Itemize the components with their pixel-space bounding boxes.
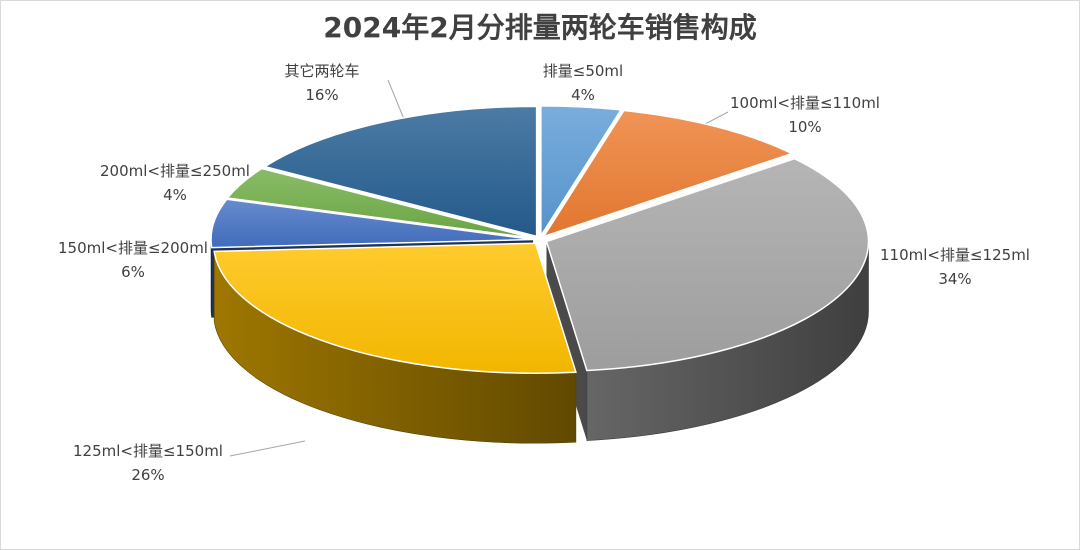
pie-tops <box>210 105 870 374</box>
slice-label-7: 其它两轮车 <box>284 62 359 80</box>
slice-percent-7: 16% <box>305 86 338 104</box>
slice-percent-3: 34% <box>938 270 971 288</box>
chart-title: 2024年2月分排量两轮车销售构成 <box>323 11 757 44</box>
slice-percent-2: 10% <box>788 118 821 136</box>
slice-6 <box>226 167 534 239</box>
leader-line-4 <box>229 440 306 457</box>
slice-label-4: 125ml<排量≤150ml <box>73 442 223 460</box>
slice-label-6: 200ml<排量≤250ml <box>100 162 250 180</box>
slice-side-5 <box>210 239 212 318</box>
slice-label-5: 150ml<排量≤200ml <box>58 239 208 257</box>
slice-label-3: 110ml<排量≤125ml <box>880 246 1030 264</box>
slice-percent-6: 4% <box>163 186 187 204</box>
slice-2 <box>541 109 794 238</box>
slice-4 <box>213 242 577 374</box>
slice-label-2: 100ml<排量≤110ml <box>730 94 880 112</box>
slice-label-1: 排量≤50ml <box>543 62 623 80</box>
slice-1 <box>540 105 623 239</box>
slice-labels: 排量≤50ml 4% 100ml<排量≤110ml 10% 110ml<排量≤125ml… <box>58 62 1030 484</box>
slice-5 <box>210 198 534 249</box>
slice-3 <box>545 157 870 372</box>
slice-percent-1: 4% <box>571 86 595 104</box>
leader-line-7 <box>387 79 407 125</box>
slice-percent-5: 6% <box>121 263 145 281</box>
slice-7 <box>262 105 538 238</box>
slice-percent-4: 26% <box>131 466 164 484</box>
